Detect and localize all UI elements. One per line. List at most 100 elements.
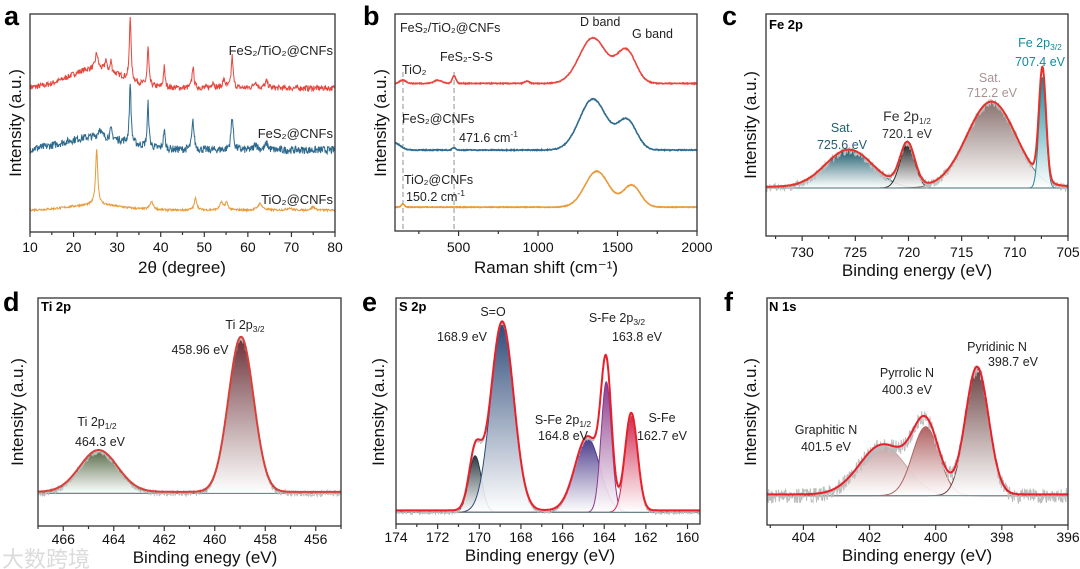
x-tick-label: 1500 (602, 239, 633, 255)
panel-c-label-sat-712: Sat. (979, 71, 1001, 85)
x-tick-label: 70 (284, 239, 300, 255)
x-tick-label: 710 (1003, 244, 1027, 260)
panel-e-label-162: 162.7 eV (637, 429, 688, 443)
panel-letter-c: c (722, 1, 737, 31)
panel-letter-e: e (362, 287, 377, 317)
panel-e-label-sfe2p32: S-Fe 2p3/2 (589, 311, 646, 327)
x-tick-label: 398 (990, 529, 1014, 545)
panel-c-label-fe2p32: Fe 2p3/2 (1018, 36, 1062, 52)
panel-b-label-fes2-tio2: FeS₂/TiO₂@CNFs (400, 21, 500, 35)
panel-letter-a: a (4, 1, 20, 31)
component-line-0 (396, 455, 700, 513)
panel-d-ylabel: Intensity (a.u.) (8, 358, 27, 466)
panel-e-axes-frame (395, 297, 701, 525)
plots: 10 20 30 40 50 60 70 80 500 1000 1500 2000 730 725 720… (22, 13, 1080, 547)
panel-c-plot: 730 725 720 715 710 705 (765, 13, 1080, 260)
panel-a-ylabel: Intensity (a.u.) (6, 69, 25, 177)
panel-f-label-400: 400.3 eV (882, 383, 933, 397)
panel-f-plot: 404 402 400 398 396 (766, 297, 1080, 545)
x-tick-label: 174 (384, 529, 408, 545)
panel-c-title: Fe 2p (769, 17, 803, 32)
x-tick-label: 462 (153, 531, 177, 547)
component-line-2 (396, 437, 700, 513)
x-tick-label: 20 (66, 239, 82, 255)
series-line-0 (30, 16, 335, 93)
panel-c-label-sat-725: Sat. (831, 121, 853, 135)
panel-b-plot: 500 1000 1500 2000 (394, 13, 713, 255)
panel-b-label-shift-471: 471.6 cm-1 (459, 129, 518, 145)
panel-c-label-712: 712.2 eV (967, 86, 1018, 100)
panel-f-marks (767, 365, 1068, 505)
panel-a-legend-fes2: FeS₂@CNFs (258, 126, 334, 141)
x-tick-label: 404 (792, 529, 816, 545)
panel-b-xlabel: Raman shift (cm⁻¹) (474, 258, 618, 277)
envelope-line (38, 335, 341, 493)
panel-e-label-so: S=O (480, 305, 506, 319)
panel-c-label-fe2p12: Fe 2p1/2 (883, 108, 931, 126)
x-tick-label: 168 (509, 529, 533, 545)
panel-a-legend-fes2-tio2: FeS₂/TiO₂@CNFs (229, 43, 334, 58)
panel-c-marks (766, 65, 1068, 193)
x-tick-label: 2000 (681, 239, 712, 255)
raw-data-line (396, 321, 700, 516)
panel-b-label-tio2: TiO₂ (402, 63, 427, 77)
component-line-3 (396, 381, 700, 513)
panel-b-label-tio2-cnfs: TiO₂@CNFs (404, 173, 473, 187)
component-fill-0 (44, 451, 154, 494)
panel-f-label-398: 398.7 eV (988, 355, 1039, 369)
watermark: 大数跨境 (2, 547, 90, 569)
series-line-2 (395, 169, 697, 209)
component-fill-4 (612, 414, 651, 513)
x-tick-label: 396 (1056, 529, 1080, 545)
envelope-line (766, 65, 1068, 188)
panel-e-marks (396, 320, 700, 516)
panel-e-label-sfe: S-Fe (648, 411, 675, 425)
x-tick-label: 160 (676, 529, 700, 545)
x-tick-label: 730 (790, 244, 814, 260)
x-tick-label: 464 (102, 531, 126, 547)
panel-b-label-fes2: FeS₂@CNFs (402, 112, 474, 126)
panel-d-title: Ti 2p (41, 299, 71, 314)
panel-d-xlabel: Binding enegy (eV) (133, 548, 278, 567)
panel-f-axes-frame (766, 297, 1069, 526)
panel-c-label-720: 720.1 eV (882, 127, 933, 141)
panel-e-label-164: 164.8 eV (538, 429, 589, 443)
panel-f-label-graphitic: Graphitic N (795, 423, 858, 437)
panel-e-ylabel: Intensity (a.u.) (369, 358, 388, 466)
x-tick-label: 60 (240, 239, 256, 255)
x-tick-label: 705 (1056, 244, 1080, 260)
panel-e-xlabel: Binding energy (eV) (465, 546, 615, 565)
panel-f-title: N 1s (769, 299, 796, 314)
panel-d-plot: 466 464 462 460 458 456 (37, 297, 342, 547)
series-line-2 (30, 149, 335, 213)
x-tick-label: 172 (426, 529, 450, 545)
panel-e-plot: 174 172 170 168 166 164 162 160 (384, 297, 701, 545)
panel-f-label-pyridinic: Pyridinic N (967, 340, 1027, 354)
x-tick-label: 720 (897, 244, 921, 260)
series-line-0 (395, 36, 697, 86)
panel-b-label-d-band: D band (580, 15, 620, 29)
panel-c-xlabel: Binding energy (eV) (842, 261, 992, 280)
component-fill-1 (885, 144, 930, 188)
series-line-1 (395, 97, 697, 153)
panel-c-ylabel: Intensity (a.u.) (741, 71, 760, 179)
x-tick-label: 466 (52, 531, 76, 547)
panel-a-xlabel: 2θ (degree) (138, 258, 226, 277)
panel-a-marks (30, 16, 335, 213)
panel-d-label-458: 458.96 eV (172, 343, 230, 357)
x-tick-label: 40 (153, 239, 169, 255)
component-fill-1 (199, 338, 283, 494)
x-tick-label: 725 (844, 244, 868, 260)
x-tick-label: 162 (634, 529, 658, 545)
x-tick-label: 456 (304, 531, 328, 547)
panel-e-label-168: 168.9 eV (437, 330, 488, 344)
panel-d-marks (38, 335, 341, 499)
panel-letter-d: d (3, 287, 20, 317)
panel-f-label-pyrrolic: Pyrrolic N (880, 366, 934, 380)
component-fill-1 (884, 426, 967, 496)
panel-b-ylabel: Intensity (a.u.) (371, 69, 390, 177)
x-tick-label: 10 (22, 239, 38, 255)
panel-b-marks (395, 36, 697, 231)
envelope-line (396, 320, 700, 512)
x-tick-label: 715 (950, 244, 974, 260)
